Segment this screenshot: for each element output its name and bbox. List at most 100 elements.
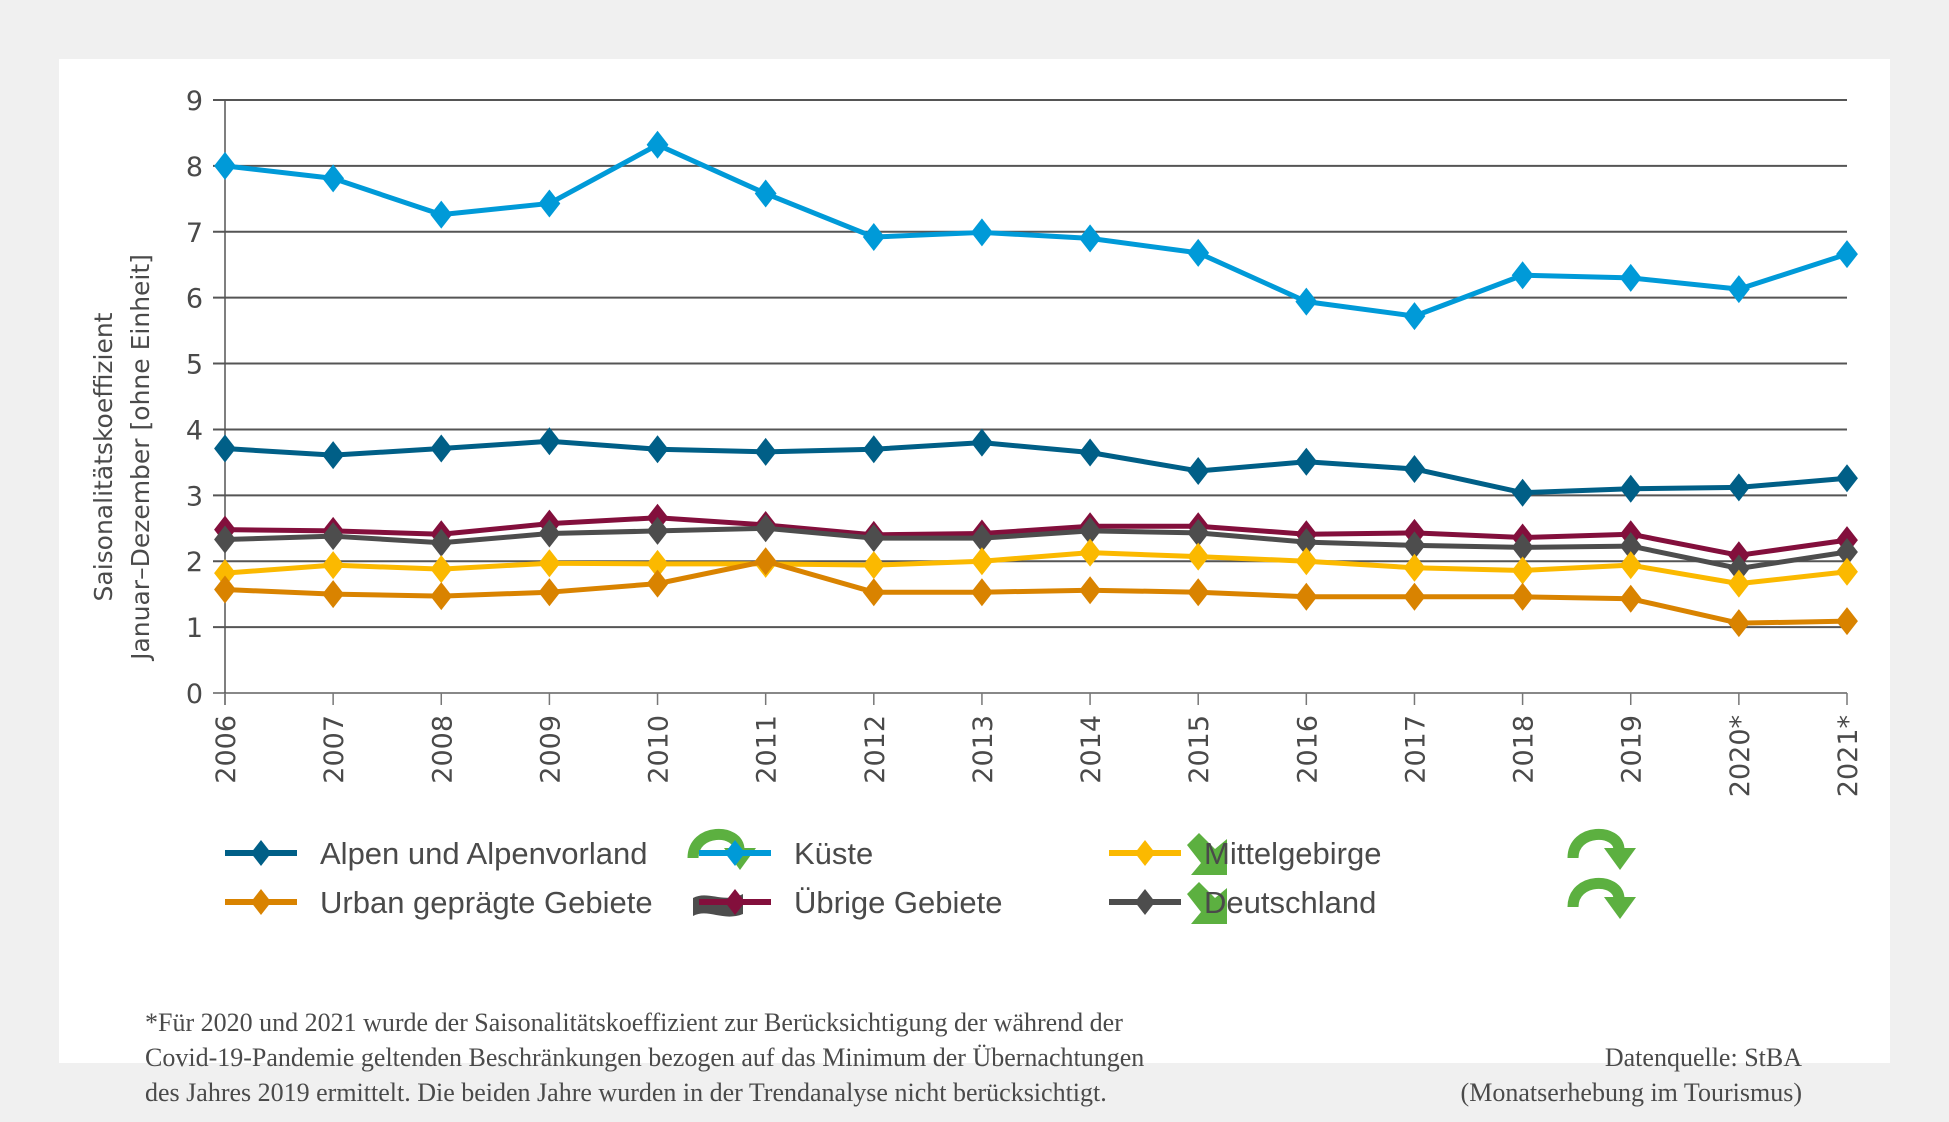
series-line [224,558,1848,626]
x-tick-label: 2021* [1833,715,1864,797]
data-point [1836,537,1858,566]
y-tick-label: 0 [186,679,203,710]
data-point [862,524,885,553]
x-tick-label: 2014 [1076,715,1107,784]
data-point [862,578,885,607]
x-tick-labels: 2006 2007 2008 2009 2010 2011 2012 2013 2014 2015… [211,715,1864,797]
data-point [1187,238,1210,267]
data-point [214,525,236,554]
data-point [862,223,885,252]
x-tick-label: 2013 [968,715,999,784]
axes [224,100,1848,705]
data-point [1403,553,1426,582]
legend-label: Küste [794,836,873,871]
data-point [538,549,561,578]
data-point [754,179,777,208]
legend-item: Deutschland [1109,878,1636,920]
legend-item: Alpen und Alpenvorland [225,829,756,871]
data-point [1079,438,1101,467]
legend-item: Küste [699,833,1227,875]
y-axis-title-line-2: Januar–Dezember [ohne Einheit] [126,254,155,662]
y-tick-label: 4 [186,415,203,446]
data-source-line: Datenquelle: StBA [1604,1043,1802,1072]
x-tick-label: 2006 [211,715,242,784]
data-point [1295,528,1318,557]
data-point [1295,447,1318,476]
data-point [1836,464,1858,493]
x-tick-label: 2017 [1400,715,1431,784]
y-tick-label: 6 [186,284,203,315]
data-point [430,555,453,584]
footnote-line: *Für 2020 und 2021 wurde der Saisonalitä… [145,1008,1123,1037]
data-point [322,522,345,551]
data-point [214,575,236,604]
curved-arrow-down-icon [1567,878,1636,919]
data-point [1295,547,1318,576]
legend-item: Übrige Gebiete [699,882,1227,924]
x-tick-label: 2019 [1617,715,1648,784]
y-tick-labels: 0 1 2 3 4 5 6 7 8 9 [186,86,203,710]
y-tick-label: 2 [186,547,203,578]
series-deutschland [214,514,1858,583]
diagonal-arrow-down-icon [1187,833,1227,875]
footnote: *Für 2020 und 2021 wurde der Saisonalitä… [145,1005,1405,1110]
data-point [971,578,993,607]
data-point [1619,532,1642,561]
data-point [1727,473,1750,502]
legend-swatch-marker [250,840,272,866]
data-point [1079,576,1101,605]
series-line [224,515,1848,558]
series-lines [214,130,1858,638]
x-tick-label: 2009 [535,715,566,784]
data-point [754,437,777,466]
diagonal-arrow-shape [1187,833,1227,875]
y-axis-title: Saisonalitätskoeffizient Januar–Dezember… [89,254,155,662]
data-point [1511,533,1534,562]
curved-arrow-body [1567,829,1625,859]
series-k-ste [214,130,1858,331]
data-point [646,549,669,578]
series-line [224,550,1848,587]
data-point [646,516,669,545]
data-point [1511,556,1534,585]
y-axis-title-line-1: Saisonalitätskoeffizient [89,312,118,601]
series-line [224,142,1848,319]
data-point [1403,454,1426,483]
data-point [430,582,453,611]
x-tick-label: 2007 [319,715,350,784]
legend-label: Urban geprägte Gebiete [320,885,653,920]
data-point [430,528,453,557]
legend-swatch-marker [250,889,272,915]
data-point [1403,302,1426,331]
data-point [538,519,561,548]
legend-item: Urban geprägte Gebiete [225,885,743,920]
legend-swatch-marker [724,889,746,915]
data-point [538,578,561,607]
legend-swatch-marker [724,840,746,866]
curved-arrow-head [1604,897,1636,919]
data-point [754,547,777,576]
y-tick-label: 5 [186,350,203,381]
data-point [1727,275,1750,304]
data-point [971,428,993,457]
diagonal-arrow-shape [1187,882,1227,924]
legend-item: Mittelgebirge [1109,829,1636,871]
curved-arrow-down-icon [1567,829,1636,870]
data-point [1619,474,1642,503]
data-point [971,218,993,247]
footnote-line: des Jahres 2019 ermittelt. Die beiden Ja… [145,1078,1107,1107]
gridlines [213,99,1847,694]
data-point [322,580,345,609]
footnote-line: Covid-19-Pandemie geltenden Beschränkung… [145,1043,1145,1072]
data-point [430,200,453,229]
y-tick-label: 7 [186,218,203,249]
data-point [1079,224,1101,253]
series-line [224,438,1848,496]
data-source-line: (Monatserhebung im Tourismus) [1460,1078,1802,1107]
x-tick-label: 2010 [644,715,675,784]
data-point [1295,287,1318,316]
data-point [214,434,236,463]
x-tick-label: 2008 [427,715,458,784]
data-point [538,189,561,218]
